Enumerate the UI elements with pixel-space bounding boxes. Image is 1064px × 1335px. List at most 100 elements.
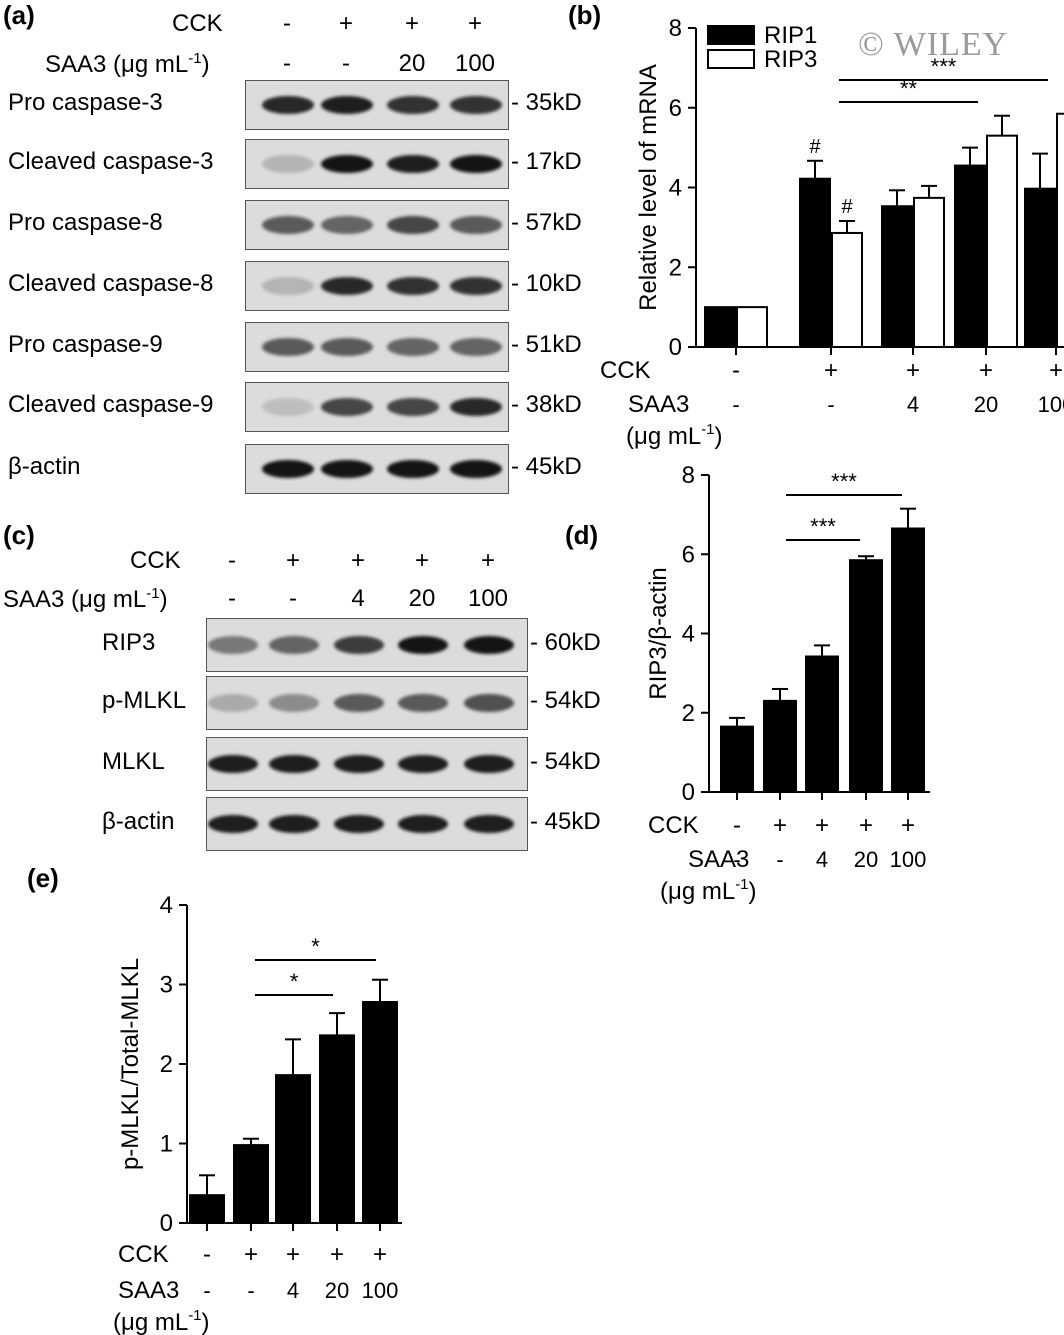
cck-value: + xyxy=(244,1241,258,1268)
cck-value: + xyxy=(414,547,430,574)
blot-band xyxy=(321,460,373,478)
blot-strip xyxy=(245,322,509,372)
saa3-value: 4 xyxy=(816,847,828,872)
bar-chart-e: 0 1 2 3 4 p-MLKL/Total-MLKL - - + - +4 +20 +100 CCK SA… xyxy=(113,892,402,1335)
blot-band xyxy=(321,155,373,173)
blot-band xyxy=(262,216,314,234)
saa3-value: - xyxy=(732,392,739,417)
saa3-value: - xyxy=(228,585,236,612)
blot-band xyxy=(262,338,314,356)
kd-marker: - 10kD xyxy=(511,270,582,297)
blot-row-label: β-actin xyxy=(102,808,175,835)
blot-row-label: RIP3 xyxy=(102,629,156,656)
blot-band xyxy=(208,636,258,654)
saa3-row-label: SAA3 xyxy=(688,846,749,873)
y-tick-label: 8 xyxy=(669,15,682,42)
blot-row-label: Cleaved caspase-3 xyxy=(8,148,214,175)
panel-letter-e: (e) xyxy=(27,863,59,893)
cck-row-label: CCK xyxy=(600,357,651,384)
blot-band xyxy=(208,755,258,773)
cck-value: + xyxy=(480,547,496,574)
blot-band xyxy=(262,398,314,416)
blot-band xyxy=(262,96,314,114)
significance-mark: *** xyxy=(831,469,857,494)
cck-value: + xyxy=(815,812,829,839)
blot-strip xyxy=(245,200,509,250)
saa3-value: - xyxy=(733,847,740,872)
blot-row-label: Pro caspase-9 xyxy=(8,331,163,358)
bar xyxy=(319,1034,355,1224)
bar-chart-b: 0 2 4 6 8 Relative level of mRNA - - # # + - +4 +20 +1… xyxy=(600,15,1064,450)
blot-strip xyxy=(206,676,528,730)
saa3-value: 20 xyxy=(398,50,426,77)
saa3-value: - xyxy=(827,392,834,417)
significance-mark: ** xyxy=(900,76,918,101)
cck-value: + xyxy=(824,357,838,384)
blot-row-label: p-MLKL xyxy=(102,687,187,714)
saa3-value: 100 xyxy=(467,585,509,612)
blot-band xyxy=(387,155,439,173)
blot-band xyxy=(269,755,319,773)
cck-value: + xyxy=(350,547,366,574)
cck-row-label: CCK xyxy=(118,1241,169,1268)
bar xyxy=(763,699,797,793)
legend-label: RIP1 xyxy=(764,22,817,49)
cck-value: - xyxy=(732,357,740,384)
blot-band xyxy=(269,636,319,654)
y-tick-label: 4 xyxy=(160,892,173,919)
y-tick-label: 8 xyxy=(682,462,695,489)
panel-letter-d: (d) xyxy=(565,520,599,550)
legend-label: RIP3 xyxy=(764,46,817,73)
blot-band xyxy=(450,96,502,114)
y-axis-label: Relative level of mRNA xyxy=(635,64,662,311)
annotation-mark: # xyxy=(841,196,853,218)
bar xyxy=(1056,112,1064,348)
blot-strip xyxy=(206,737,528,791)
blot-band xyxy=(387,460,439,478)
blot-band xyxy=(334,636,384,654)
bar xyxy=(799,177,831,348)
cck-value: - xyxy=(733,812,741,839)
cck-value: + xyxy=(1049,357,1063,384)
legend-swatch xyxy=(707,49,755,69)
blot-row-label: β-actin xyxy=(8,453,81,480)
significance-mark: * xyxy=(290,969,299,994)
blot-band xyxy=(387,216,439,234)
y-tick-label: 0 xyxy=(669,334,682,361)
annotation-mark: # xyxy=(809,136,821,158)
blot-band xyxy=(208,815,258,833)
y-tick-label: 2 xyxy=(160,1051,173,1078)
bar xyxy=(233,1144,269,1224)
cck-value: + xyxy=(373,1241,387,1268)
y-tick-label: 6 xyxy=(669,95,682,122)
blot-band xyxy=(387,398,439,416)
kd-marker: - 17kD xyxy=(511,148,582,175)
saa3-value: 20 xyxy=(408,585,436,612)
bar xyxy=(704,306,736,348)
kd-marker: - 51kD xyxy=(511,331,582,358)
y-tick-label: 1 xyxy=(160,1131,173,1158)
blot-band xyxy=(464,694,514,712)
blot-strip xyxy=(245,261,509,311)
blot-band xyxy=(321,338,373,356)
wiley-watermark: © WILEY xyxy=(858,26,1009,63)
cck-value: - xyxy=(228,547,236,574)
bar xyxy=(720,725,754,793)
cck-value: + xyxy=(286,1241,300,1268)
significance-mark: * xyxy=(311,934,320,959)
saa3-value: - xyxy=(203,1278,210,1303)
bar xyxy=(805,655,839,793)
saa3-unit-label: (μg mL-1) xyxy=(660,876,757,905)
blot-band xyxy=(334,815,384,833)
blot-row-label: Cleaved caspase-9 xyxy=(8,391,214,418)
blot-band xyxy=(321,398,373,416)
cck-value: + xyxy=(906,357,920,384)
blot-band xyxy=(321,277,373,295)
blot-band xyxy=(262,460,314,478)
cck-value: + xyxy=(330,1241,344,1268)
cck-value: + xyxy=(338,10,354,37)
blot-band xyxy=(387,277,439,295)
saa3-value: 4 xyxy=(351,585,365,612)
blot-band xyxy=(450,398,502,416)
y-tick-label: 4 xyxy=(682,621,695,648)
